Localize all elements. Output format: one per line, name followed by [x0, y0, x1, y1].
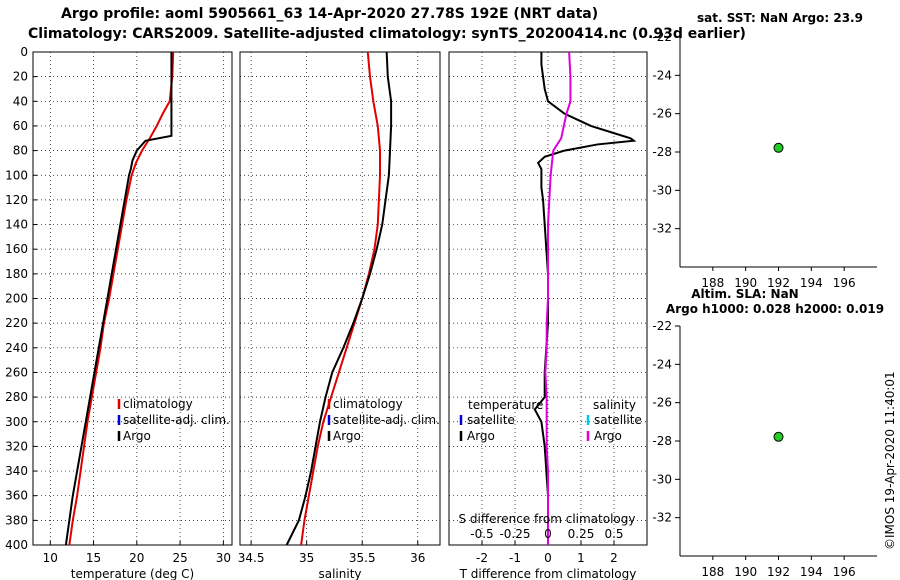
difference-secondary-tick-label: 0: [544, 527, 552, 541]
depth-tick-label: 60: [13, 119, 28, 133]
sst-map-y-tick-label: -22: [652, 30, 672, 44]
difference-x-tick-label: -1: [509, 551, 521, 565]
sst-map-y-tick-label: -28: [652, 145, 672, 159]
timestamp-stamp: ©IMOS 19-Apr-2020 11:40:01: [883, 371, 897, 550]
difference-x-tick-label: 0: [544, 551, 552, 565]
salinity-series-argo: [285, 51, 393, 546]
difference-series-t-difference-argo-: [533, 52, 637, 545]
difference-secondary-tick-label: -0.5: [470, 527, 493, 541]
title-line-2: Climatology: CARS2009. Satellite-adjuste…: [28, 26, 746, 42]
depth-tick-label: 180: [5, 267, 28, 281]
depth-tick-label: 220: [5, 316, 28, 330]
sst-map-y-tick-label: -30: [652, 183, 672, 197]
temperature-x-tick-label: 10: [43, 551, 58, 565]
salinity-x-tick-label: 35: [299, 551, 314, 565]
salinity-x-tick-label: 35.5: [349, 551, 376, 565]
temperature-x-tick-label: 15: [86, 551, 101, 565]
temperature-series-climatology: [68, 51, 175, 546]
temperature-legend-label: climatology: [123, 397, 193, 411]
title-line-1: Argo profile: aoml 5905661_63 14-Apr-202…: [61, 6, 599, 22]
depth-tick-label: 380: [5, 513, 28, 527]
difference-secondary-axis-title: S difference from climatology: [459, 512, 636, 526]
difference-legend-salinity-label: satellite: [594, 413, 642, 427]
sla-map-title-line-2: Argo h1000: 0.028 h2000: 0.019: [666, 302, 884, 316]
sst-map-x-tick-label: 188: [701, 276, 724, 290]
depth-tick-label: 260: [5, 365, 28, 379]
sst-map-y-tick-label: -32: [652, 222, 672, 236]
sla-map-x-tick-label: 194: [800, 565, 823, 579]
difference-legend-temperature-label: satellite: [467, 413, 515, 427]
sst-map-x-tick-label: 192: [767, 276, 790, 290]
depth-tick-label: 360: [5, 489, 28, 503]
depth-tick-label: 40: [13, 94, 28, 108]
sst-map-y-tick-label: -26: [652, 107, 672, 121]
salinity-panel: [239, 51, 441, 546]
sla-map-x-tick-label: 190: [734, 565, 757, 579]
difference-secondary-tick-label: -0.25: [499, 527, 530, 541]
depth-tick-label: 160: [5, 242, 28, 256]
depth-tick-label: 200: [5, 292, 28, 306]
difference-panel: [448, 51, 648, 546]
sla-map-title-line-1: Altim. SLA: NaN: [691, 287, 798, 301]
salinity-legend-label: satellite-adj. clim.: [333, 413, 440, 427]
depth-tick-label: 300: [5, 415, 28, 429]
sla-map-x-tick-label: 192: [767, 565, 790, 579]
depth-tick-label: 120: [5, 193, 28, 207]
depth-tick-label: 320: [5, 439, 28, 453]
sst-map-x-tick-label: 196: [833, 276, 856, 290]
salinity-axes-frame: [239, 51, 441, 546]
difference-legend-salinity-label: Argo: [594, 429, 622, 443]
difference-x-axis-label: T difference from climatology: [459, 567, 637, 580]
sst-map-y-tick-label: -24: [652, 68, 672, 82]
sst-map-x-tick-label: 190: [734, 276, 757, 290]
depth-tick-label: 280: [5, 390, 28, 404]
salinity-legend-label: Argo: [333, 429, 361, 443]
sst-map-title: sat. SST: NaN Argo: 23.9: [697, 11, 863, 25]
difference-series-s-difference-argo-: [544, 51, 572, 545]
sst-map-x-tick-label: 194: [800, 276, 823, 290]
salinity-x-tick-label: 36: [410, 551, 425, 565]
sla-map-argo-location-point: [773, 431, 784, 442]
difference-x-tick-label: -2: [476, 551, 488, 565]
difference-legend-temperature-title: temperature: [468, 398, 543, 412]
difference-legend-salinity-title: salinity: [593, 398, 636, 412]
sla-map-y-tick-label: -22: [652, 319, 672, 333]
temperature-x-tick-label: 20: [129, 551, 144, 565]
sla-map-x-tick-label: 196: [833, 565, 856, 579]
temperature-panel: [32, 51, 233, 546]
sla-map-y-tick-label: -28: [652, 434, 672, 448]
depth-tick-label: 240: [5, 341, 28, 355]
temperature-series-argo: [64, 52, 173, 546]
depth-tick-label: 20: [13, 70, 28, 84]
temperature-legend-label: satellite-adj. clim.: [123, 413, 230, 427]
salinity-legend-label: climatology: [333, 397, 403, 411]
sst-map-argo-location-point: [773, 142, 784, 153]
sla-map-y-tick-label: -24: [652, 357, 672, 371]
salinity-x-tick-label: 34.5: [238, 551, 265, 565]
temperature-x-tick-label: 25: [172, 551, 187, 565]
sla-map-x-tick-label: 188: [701, 565, 724, 579]
depth-tick-label: 100: [5, 168, 28, 182]
sla-map-y-tick-label: -30: [652, 472, 672, 486]
difference-x-tick-label: 1: [577, 551, 585, 565]
difference-secondary-tick-label: 0.5: [604, 527, 623, 541]
difference-x-tick-label: 2: [610, 551, 618, 565]
depth-tick-label: 0: [20, 45, 28, 59]
depth-tick-label: 140: [5, 218, 28, 232]
temperature-axes-frame: [32, 51, 233, 546]
difference-legend-temperature-label: Argo: [467, 429, 495, 443]
sla-map-y-tick-label: -32: [652, 511, 672, 525]
difference-secondary-tick-label: 0.25: [568, 527, 595, 541]
sla-map-y-tick-label: -26: [652, 396, 672, 410]
salinity-x-axis-label: salinity: [318, 567, 361, 580]
depth-tick-label: 340: [5, 464, 28, 478]
depth-tick-label: 80: [13, 144, 28, 158]
temperature-x-axis-label: temperature (deg C): [71, 567, 194, 580]
temperature-legend-label: Argo: [123, 429, 151, 443]
depth-tick-label: 400: [5, 538, 28, 552]
temperature-x-tick-label: 30: [216, 551, 231, 565]
